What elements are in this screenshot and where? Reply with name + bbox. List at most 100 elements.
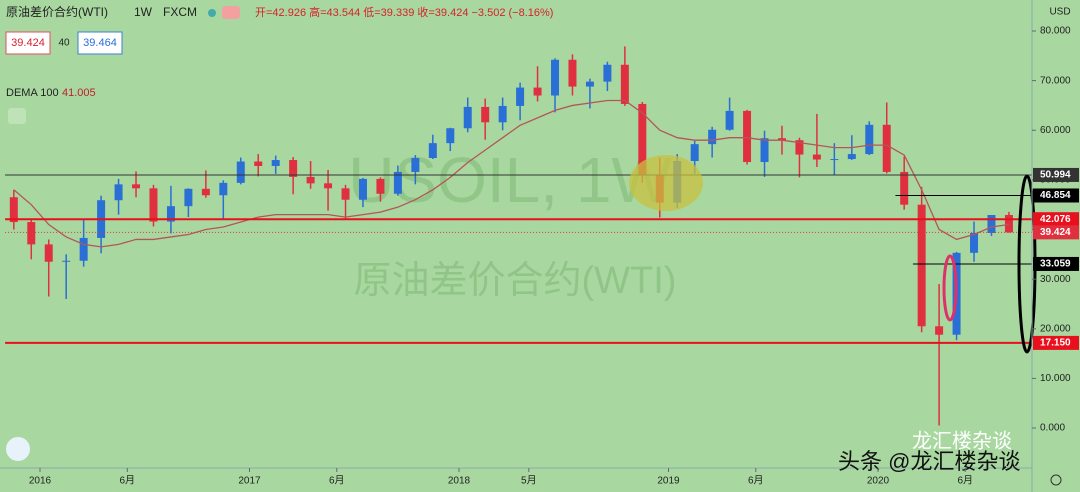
highlight-ellipse: [942, 254, 958, 322]
candle-body: [847, 154, 856, 160]
highlight-ellipse: [629, 155, 703, 211]
ask: 39.464: [83, 37, 117, 49]
candle-body: [708, 129, 717, 145]
candle-body: [533, 87, 542, 96]
candle-body: [516, 87, 525, 106]
level-label-bg: [1033, 256, 1079, 271]
candle-body: [446, 128, 455, 144]
currency: USD: [1049, 7, 1070, 18]
watermark-name: 原油差价合约(WTI): [354, 260, 677, 302]
indicator-name: DEMA 100: [6, 87, 59, 99]
candle-body: [324, 183, 333, 189]
ask-box[interactable]: [77, 31, 123, 55]
x-tick-label: 2016: [29, 476, 52, 487]
level-label-bg: [1033, 225, 1079, 240]
bid: 39.424: [11, 37, 45, 49]
candle-body: [865, 124, 874, 155]
y-tick-label: 30.000: [1040, 274, 1071, 285]
level-label-bg: [1033, 167, 1079, 182]
candle-body: [1004, 214, 1013, 233]
brand-handle: 头条 @龙汇楼杂谈: [838, 449, 1020, 474]
level-label-bg: [1033, 188, 1079, 203]
x-tick-label: 6月: [329, 475, 345, 487]
level-label: 50.994: [1040, 170, 1071, 181]
candle-body: [743, 110, 752, 163]
candle-body: [970, 232, 979, 253]
candle-body: [79, 237, 88, 261]
candle-body: [306, 176, 315, 184]
candle-body: [620, 64, 629, 104]
candle-body: [9, 197, 18, 223]
candle-body: [62, 260, 71, 262]
candle-body: [777, 138, 786, 141]
level-label: 42.076: [1040, 214, 1071, 225]
candle-body: [341, 188, 350, 200]
candle-body: [428, 143, 437, 159]
candle-body: [725, 110, 734, 130]
candle-body: [568, 59, 577, 87]
y-tick-label: 0.000: [1040, 423, 1065, 434]
y-tick-label: 80.000: [1040, 26, 1071, 37]
level-label: 46.854: [1040, 190, 1071, 201]
candle-body: [795, 140, 804, 155]
candle-body: [900, 171, 909, 205]
level-label-bg: [1033, 335, 1079, 350]
watermark-symbol: USOIL, 1W: [348, 144, 672, 216]
candle-body: [358, 178, 367, 200]
interval: 1W: [134, 5, 153, 19]
level-label: 17.150: [1040, 338, 1071, 349]
candle-body: [166, 206, 175, 222]
x-tick-label: 6月: [958, 475, 974, 487]
candle-body: [463, 106, 472, 129]
level-label-bg: [1033, 212, 1079, 227]
candle-body: [498, 105, 507, 123]
candle-body: [690, 144, 699, 162]
symbol: 原油差价合约(WTI): [6, 4, 108, 19]
collapse-button[interactable]: [8, 108, 26, 124]
x-tick-label: 2020: [867, 476, 890, 487]
y-tick-label: 20.000: [1040, 323, 1071, 334]
candle-body: [812, 154, 821, 160]
x-tick-label: 5月: [521, 475, 537, 487]
candle-body: [638, 103, 647, 176]
candle-body: [882, 124, 891, 172]
x-tick-label: 2017: [238, 476, 261, 487]
indicator-line: [13, 99, 1010, 248]
candle-body: [201, 188, 210, 196]
candle-body: [935, 326, 944, 335]
x-tick-label: 6月: [120, 475, 136, 487]
bid-box[interactable]: [5, 31, 51, 55]
candle-body: [219, 182, 228, 196]
status-dot: [208, 9, 216, 17]
candle-body: [917, 204, 926, 327]
source: FXCM: [163, 5, 197, 19]
candle-body: [393, 171, 402, 194]
ohlc: 开=42.926 高=43.544 低=39.339 收=39.424 −3.5…: [255, 5, 553, 19]
settings-icon[interactable]: [1050, 474, 1062, 486]
watermark: USOIL, 1W 原油差价合约(WTI): [348, 144, 676, 302]
candle-body: [149, 188, 158, 222]
status-badge: [222, 6, 240, 19]
candle-body: [987, 214, 996, 233]
y-tick-label: 10.000: [1040, 373, 1071, 384]
candle-body: [760, 138, 769, 163]
candle-body: [184, 188, 193, 207]
candle-body: [551, 59, 560, 96]
candle-body: [271, 160, 280, 166]
level-label: 39.424: [1040, 227, 1071, 238]
level-label: 33.059: [1040, 259, 1071, 270]
candle-body: [376, 178, 385, 194]
spread: 40: [58, 38, 70, 49]
candle-body: [44, 244, 53, 262]
x-tick-label: 6月: [748, 475, 764, 487]
indicator-value: 41.005: [62, 87, 96, 99]
candle-body: [585, 81, 594, 87]
y-tick-label: 70.000: [1040, 75, 1071, 86]
candle-body: [27, 222, 36, 245]
candle-body: [114, 184, 123, 201]
candle-body: [236, 161, 245, 183]
candle-body: [481, 106, 490, 123]
